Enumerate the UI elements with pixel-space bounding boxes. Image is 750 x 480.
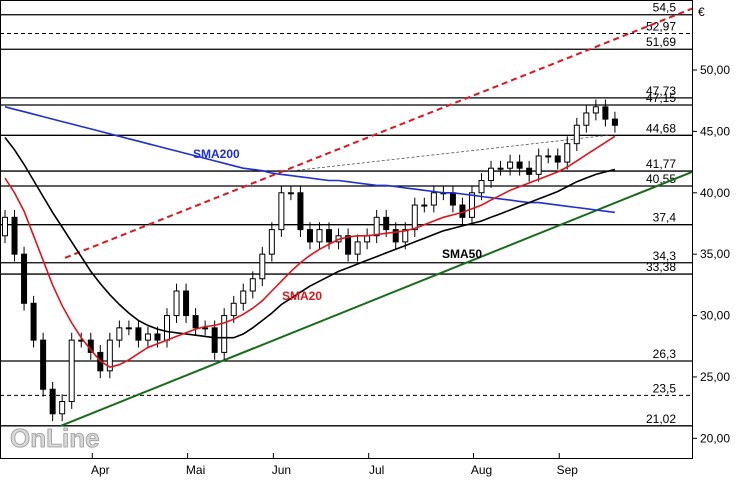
y-tick-label: 25,00 — [700, 370, 730, 384]
candle-body — [278, 192, 285, 231]
level-label: 34,3 — [653, 249, 677, 263]
candle-body — [316, 229, 323, 243]
candle-body — [173, 290, 180, 317]
candle-body — [507, 161, 514, 169]
y-tick-label: 20,00 — [700, 431, 730, 445]
candle-body — [230, 302, 237, 317]
series-label: SMA50 — [442, 247, 482, 261]
level-label: 51,69 — [646, 35, 676, 49]
level-label: 21,02 — [646, 412, 676, 426]
candle-body — [383, 216, 390, 231]
candle-body — [488, 167, 495, 181]
candle-body — [259, 253, 266, 280]
candle-body — [144, 333, 151, 341]
trendline — [59, 170, 693, 428]
x-tick-label: Sep — [557, 463, 579, 477]
level-label: 41,77 — [646, 157, 676, 171]
sma-line — [4, 135, 616, 368]
x-tick-label: Jun — [272, 463, 291, 477]
candle-body — [154, 333, 161, 341]
candle-body — [68, 339, 75, 403]
candle-body — [116, 327, 123, 341]
candle-body — [40, 339, 47, 390]
candle-body — [535, 155, 542, 175]
candle-body — [326, 229, 333, 243]
candle-body — [183, 290, 190, 317]
x-tick-label: Mai — [186, 463, 205, 477]
candle-body — [345, 235, 352, 255]
candle-body — [268, 229, 275, 255]
candle-body — [516, 161, 523, 169]
candle-body — [468, 192, 475, 218]
level-label: 37,4 — [653, 211, 677, 225]
candle-body — [602, 106, 609, 120]
candle-body — [202, 327, 209, 330]
candle-body — [526, 167, 533, 175]
candle-body — [135, 327, 142, 341]
x-tick-label: Apr — [91, 463, 110, 477]
y-tick-label: 30,00 — [700, 309, 730, 323]
x-tick-label: Jul — [369, 463, 384, 477]
level-label: 54,5 — [653, 1, 677, 15]
candle-body — [11, 216, 18, 255]
candle-body — [287, 192, 294, 195]
level-label: 23,5 — [653, 381, 677, 395]
candle-body — [430, 192, 437, 206]
level-label: 33,38 — [646, 260, 676, 274]
candle-body — [49, 388, 56, 415]
y-tick-label: 35,00 — [700, 247, 730, 261]
level-label: 40,55 — [646, 172, 676, 186]
candle-body — [583, 112, 590, 126]
level-label: 47,15 — [646, 91, 676, 105]
candle-body — [306, 229, 313, 243]
candle-body — [478, 179, 485, 194]
series-label: SMA20 — [282, 289, 322, 303]
x-tick-label: Aug — [471, 463, 492, 477]
series-label: SMA200 — [193, 147, 240, 161]
candle-body — [497, 167, 504, 170]
candle-body — [2, 216, 8, 237]
candle-body — [30, 302, 37, 341]
candle-body — [106, 339, 113, 372]
candle-body — [411, 204, 418, 231]
candle-body — [564, 143, 571, 163]
watermark: OnLine — [10, 423, 100, 453]
sma-line — [4, 106, 616, 214]
candle-body — [192, 315, 199, 329]
candle-body — [554, 155, 561, 163]
candle-body — [545, 155, 552, 158]
currency: € — [698, 5, 705, 19]
level-label: 47,73 — [646, 84, 676, 98]
sma-line — [4, 137, 616, 339]
candle-body — [402, 229, 409, 243]
candle-body — [221, 315, 228, 353]
y-tick-label: 40,00 — [700, 186, 730, 200]
candle-body — [421, 204, 428, 207]
candle-body — [59, 401, 66, 415]
candle-body — [211, 327, 218, 353]
candle-body — [297, 192, 304, 231]
candle-body — [392, 229, 399, 243]
candle-body — [573, 124, 580, 145]
candle-body — [125, 327, 132, 330]
candle-body — [21, 253, 28, 304]
plot-frame — [0, 0, 693, 459]
level-label: 44,68 — [646, 121, 676, 135]
y-tick-label: 50,00 — [700, 63, 730, 77]
level-label: 26,3 — [653, 347, 677, 361]
candle-body — [354, 241, 361, 255]
y-tick-label: 45,00 — [700, 124, 730, 138]
candle-body — [449, 192, 456, 206]
trendline — [64, 7, 693, 259]
candle-body — [364, 235, 371, 243]
candle-body — [164, 315, 171, 341]
candle-body — [249, 278, 256, 292]
candle-body — [373, 216, 380, 237]
candle-body — [592, 106, 599, 114]
candle-body — [611, 118, 618, 126]
candle-body — [240, 290, 247, 304]
